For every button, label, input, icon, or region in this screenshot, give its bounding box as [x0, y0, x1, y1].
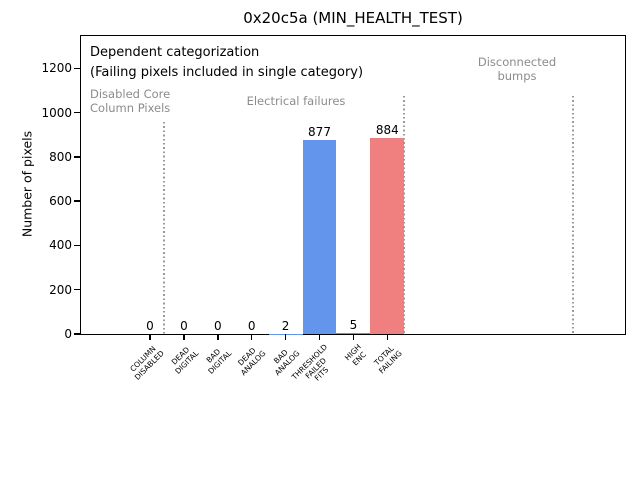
x-tick-label: BAD DIGITAL [205, 346, 234, 376]
bar-high-enc [336, 332, 371, 334]
x-tick [284, 334, 287, 340]
x-tick [217, 334, 219, 340]
y-tick-label: 1200 [41, 61, 72, 76]
x-tick-label: COLUMN DISABLED [128, 344, 166, 382]
region-separator-2 [403, 96, 405, 334]
y-tick [74, 156, 80, 158]
bar-value-label: 2 [281, 318, 290, 333]
region-label-disconnected-bumps: Disconnected bumps [477, 55, 557, 83]
bar-value-label: 0 [146, 319, 154, 333]
x-tick [352, 334, 355, 340]
bar-value-label: 0 [180, 319, 188, 333]
y-tick-label: 800 [49, 149, 72, 164]
y-tick [74, 111, 80, 114]
y-axis-label: Number of pixels [19, 130, 35, 238]
x-tick-label: DEAD ANALOG [236, 345, 268, 377]
bar-value-label: 877 [308, 124, 331, 139]
y-tick-label: 600 [49, 194, 72, 209]
x-tick-label: HIGH ENC [343, 342, 368, 368]
x-tick [318, 334, 321, 340]
x-tick [386, 334, 389, 340]
bar-value-label: 0 [247, 319, 256, 333]
chart-title: 0x20c5a (MIN_HEALTH_TEST) [243, 9, 463, 27]
bar-threshold-failed-fits [302, 139, 337, 334]
annotation-dependent-categorization: Dependent categorization [90, 45, 260, 60]
x-tick [183, 334, 185, 340]
x-tick-label: DEAD DIGITAL [169, 345, 200, 376]
y-tick [74, 333, 80, 335]
x-tick [250, 334, 253, 340]
y-tick [74, 244, 80, 247]
y-tick [74, 200, 80, 202]
y-tick-label: 0 [64, 327, 72, 341]
bar-total-failing [370, 138, 405, 334]
y-tick-label: 400 [49, 238, 72, 253]
x-tick-label: TOTAL FAILING [372, 344, 403, 376]
region-label-disabled-core-column-pixels: Disabled Core Column Pixels [90, 87, 171, 115]
bar-value-label: 5 [349, 317, 358, 332]
x-tick [149, 334, 151, 340]
y-tick [74, 67, 80, 70]
annotation-failing-pixels-note: (Failing pixels included in single categ… [90, 65, 364, 80]
bar-value-label: 0 [213, 319, 222, 333]
y-tick [74, 288, 80, 291]
y-tick-label: 200 [49, 282, 72, 297]
region-separator-1 [163, 122, 165, 334]
bar-value-label: 884 [375, 123, 399, 138]
y-tick-label: 1000 [41, 105, 72, 120]
region-label-electrical-failures: Electrical failures [246, 94, 346, 108]
region-separator-3 [572, 96, 574, 334]
